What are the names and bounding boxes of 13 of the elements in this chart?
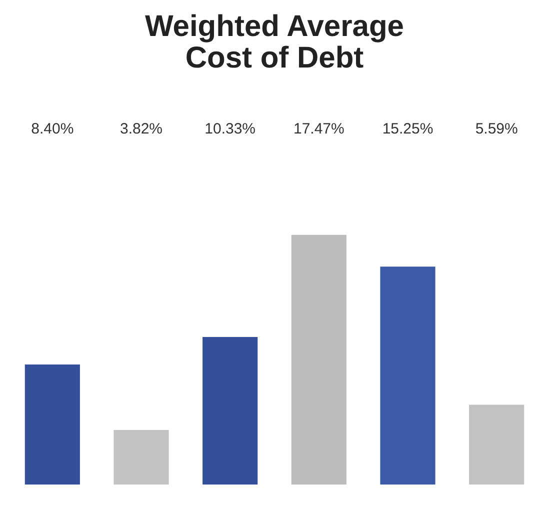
data-label: 15.25%: [382, 120, 434, 138]
bar: [114, 430, 169, 485]
bar: [291, 234, 346, 485]
bar: [202, 336, 258, 485]
bar: [380, 266, 436, 485]
data-label: 17.47%: [293, 120, 344, 138]
data-label: 8.40%: [31, 120, 74, 138]
bar: [24, 364, 80, 485]
data-label: 10.33%: [204, 120, 256, 138]
chart-title: Weighted Average Cost of Debt: [145, 10, 404, 75]
data-label: 3.82%: [120, 120, 163, 138]
data-label: 5.59%: [475, 120, 518, 138]
bar: [469, 404, 524, 485]
